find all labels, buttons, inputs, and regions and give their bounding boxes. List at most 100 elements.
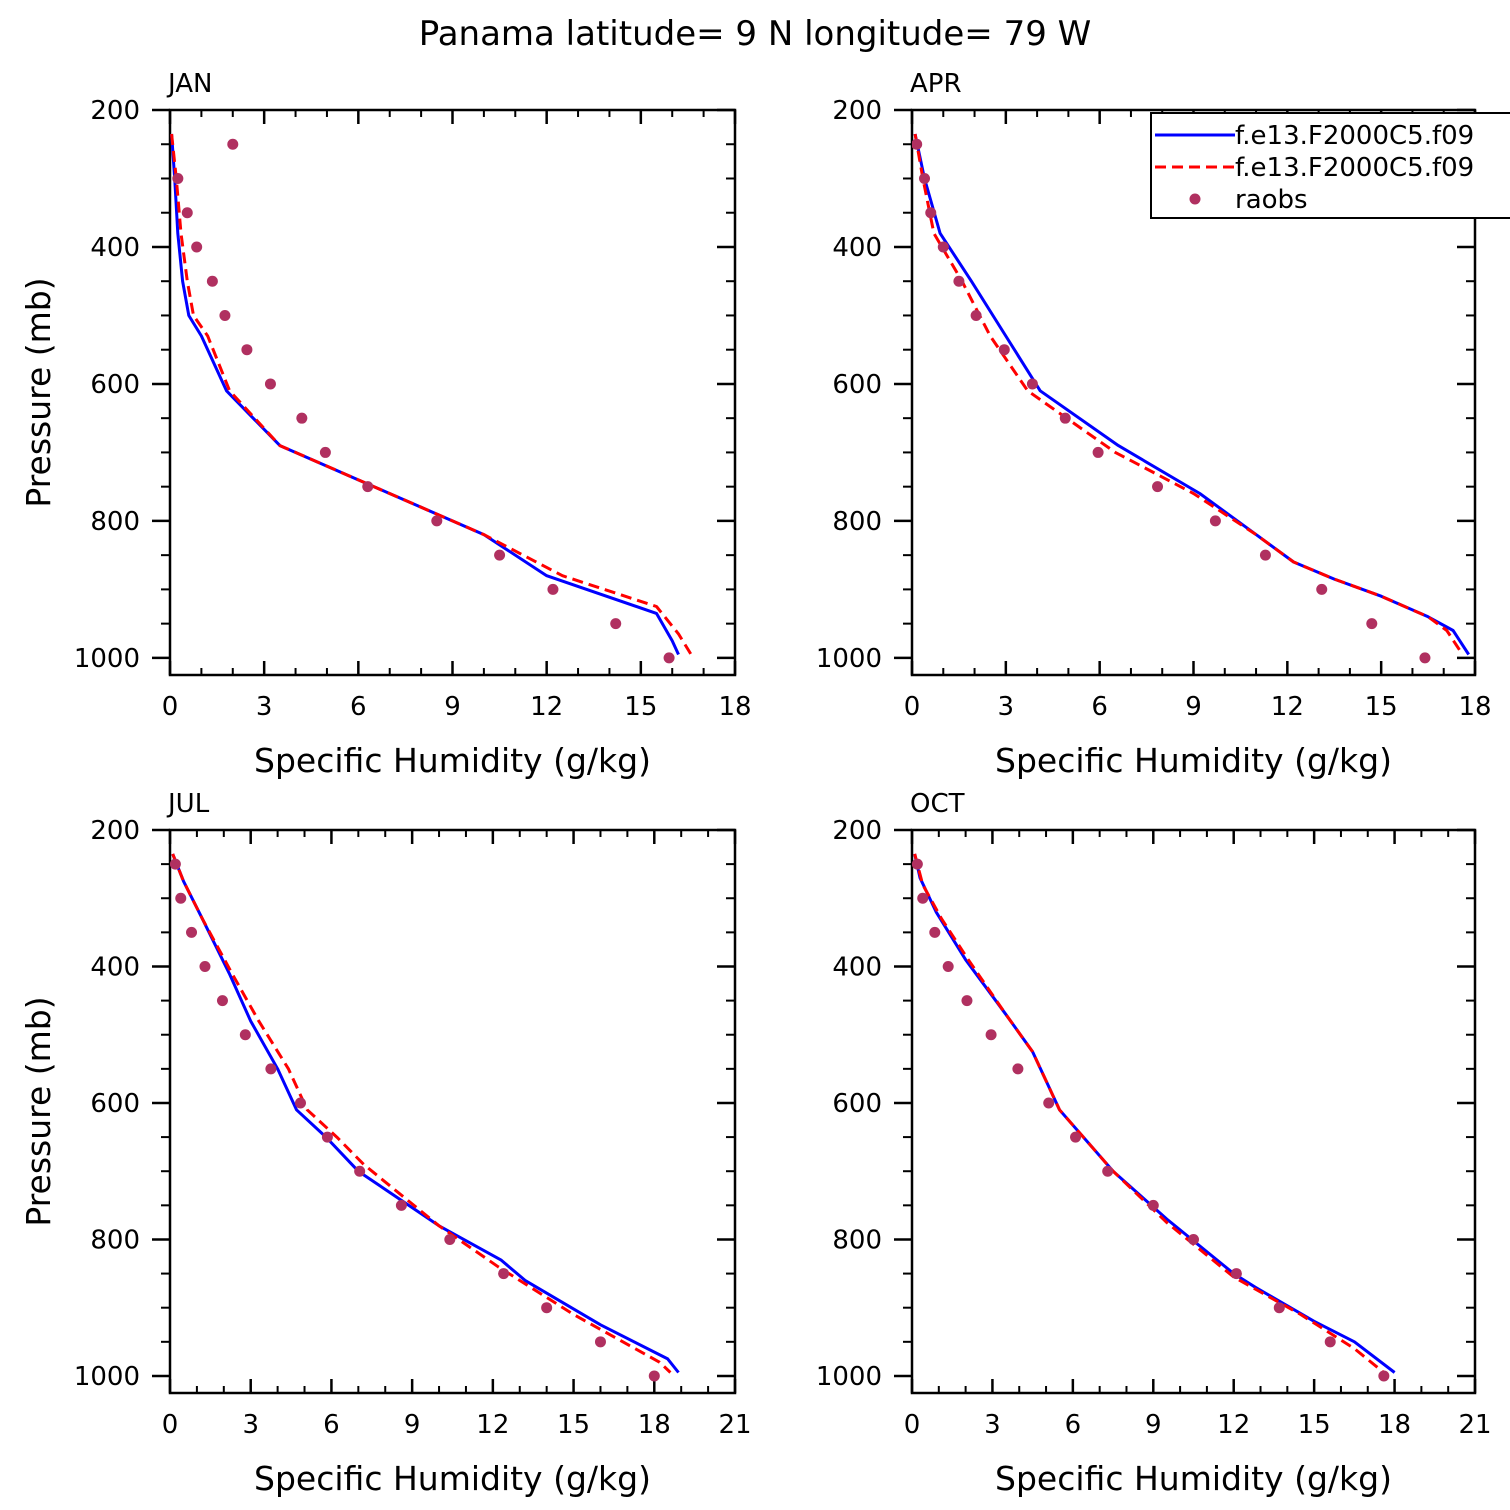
raobs-point <box>985 1029 997 1041</box>
legend-entry: raobs <box>1189 185 1308 215</box>
x-tick-label: 6 <box>323 1410 340 1440</box>
legend-label: f.e13.F2000C5.f09 <box>1235 121 1474 151</box>
x-tick-label: 15 <box>1298 1410 1331 1440</box>
panel-jan: 0 3 6 9 12 15 18 200 400 600 800 1000 JAN Specific Hu… <box>19 69 752 780</box>
raobs-point <box>175 892 187 904</box>
raobs-point <box>912 138 923 150</box>
plot-frame <box>168 108 737 677</box>
plot-frame <box>910 828 1477 1395</box>
raobs-point <box>219 309 231 321</box>
raobs-point <box>1043 1097 1055 1109</box>
panel-apr: 0 3 6 9 12 15 18 200 400 600 800 1000 APR Specific Hu… <box>816 69 1492 780</box>
x-tick-label: 6 <box>350 692 367 722</box>
y-tick-label: 400 <box>832 952 882 982</box>
x-tick-label: 12 <box>476 1410 509 1440</box>
raobs-point <box>354 1165 366 1177</box>
x-tick-label: 3 <box>984 1410 1001 1440</box>
raobs-point <box>919 172 931 184</box>
x-tick-label: 9 <box>444 692 461 722</box>
y-tick-label: 1000 <box>74 644 140 674</box>
raobs-point <box>1070 1131 1082 1143</box>
raobs-point <box>494 549 506 561</box>
x-tick-label: 15 <box>1365 692 1398 722</box>
panel-title: APR <box>910 69 962 99</box>
x-tick-label: 3 <box>998 692 1015 722</box>
raobs-point <box>1259 549 1271 561</box>
legend-label: raobs <box>1235 185 1308 215</box>
raobs-point <box>264 378 276 390</box>
series-line-blue <box>913 853 1396 1374</box>
y-axis-label: Pressure (mb) <box>19 996 58 1226</box>
raobs-point <box>1366 618 1378 630</box>
raobs-point <box>170 858 181 870</box>
series-line-red-dashed <box>170 133 693 656</box>
raobs-point <box>929 926 941 938</box>
raobs-point <box>1188 1233 1199 1245</box>
y-tick-label: 200 <box>832 816 882 846</box>
x-tick-label: 3 <box>242 1410 259 1440</box>
raobs-point <box>186 926 198 938</box>
x-tick-label: 12 <box>1271 692 1304 722</box>
panel-oct: 0 3 6 9 12 15 18 21 200 400 600 800 1000 OCT Specific … <box>816 789 1492 1498</box>
figure-title: Panama latitude= 9 N longitude= 79 W <box>419 14 1092 54</box>
raobs-point <box>942 960 954 972</box>
raobs-point <box>294 1097 306 1109</box>
raobs-point <box>1378 1370 1390 1382</box>
y-tick-label: 800 <box>90 1225 140 1255</box>
raobs-point <box>199 960 211 972</box>
raobs-point <box>1147 1199 1159 1211</box>
panel-title: OCT <box>910 789 965 819</box>
y-tick-label: 1000 <box>816 1362 882 1392</box>
raobs-point <box>319 446 331 458</box>
raobs-point <box>953 275 965 287</box>
y-tick-label: 800 <box>832 1225 882 1255</box>
raobs-point <box>239 1029 251 1041</box>
y-tick-label: 1000 <box>74 1362 140 1392</box>
raobs-point <box>663 652 675 664</box>
raobs-point <box>547 583 559 595</box>
series-group <box>912 133 1470 664</box>
x-axis-label: Specific Humidity (g/kg) <box>995 1459 1392 1498</box>
y-tick-label: 400 <box>90 233 140 263</box>
raobs-point <box>1152 481 1164 493</box>
raobs-point <box>1419 652 1431 664</box>
raobs-point <box>594 1336 606 1348</box>
raobs-point <box>541 1302 553 1314</box>
y-tick-label: 800 <box>90 507 140 537</box>
raobs-point <box>937 241 949 253</box>
raobs-point <box>610 618 622 630</box>
x-tick-label: 18 <box>1378 1410 1411 1440</box>
legend-dot-marker <box>1189 193 1201 205</box>
series-group <box>170 133 693 664</box>
raobs-point <box>970 309 982 321</box>
y-tick-label: 400 <box>832 233 882 263</box>
series-line-blue <box>171 853 680 1374</box>
y-tick-label: 600 <box>832 1089 882 1119</box>
y-tick-label: 600 <box>90 1089 140 1119</box>
raobs-point <box>498 1268 510 1280</box>
x-tick-label: 18 <box>638 1410 671 1440</box>
x-axis-label: Specific Humidity (g/kg) <box>254 1459 651 1498</box>
x-tick-label: 3 <box>256 692 273 722</box>
legend-entry: f.e13.F2000C5.f09 <box>1155 153 1474 183</box>
x-tick-label: 18 <box>1458 692 1491 722</box>
x-tick-label: 0 <box>904 692 921 722</box>
x-tick-label: 21 <box>718 1410 751 1440</box>
raobs-point <box>181 207 193 219</box>
x-tick-label: 6 <box>1091 692 1108 722</box>
raobs-point <box>1059 412 1071 424</box>
y-tick-label: 200 <box>832 96 882 126</box>
raobs-point <box>925 207 937 219</box>
raobs-point <box>1273 1302 1285 1314</box>
x-tick-label: 9 <box>1185 692 1202 722</box>
y-tick-label: 200 <box>90 816 140 846</box>
raobs-point <box>912 858 923 870</box>
raobs-point <box>917 892 929 904</box>
y-tick-label: 800 <box>832 507 882 537</box>
x-tick-label: 9 <box>1145 1410 1162 1440</box>
y-tick-label: 200 <box>90 96 140 126</box>
y-tick-label: 400 <box>90 952 140 982</box>
x-tick-label: 12 <box>530 692 563 722</box>
